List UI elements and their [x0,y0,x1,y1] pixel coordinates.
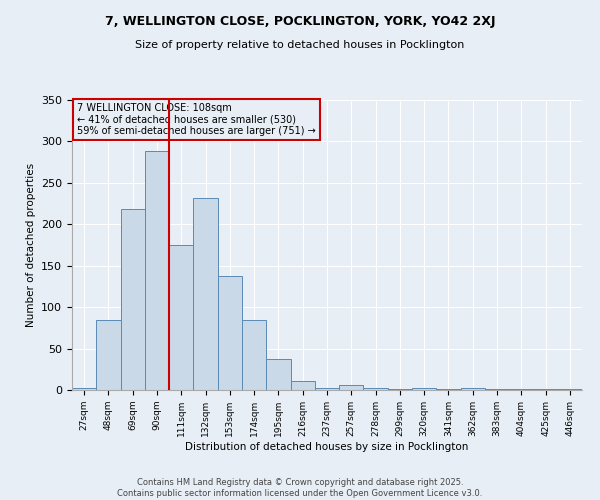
Bar [436,389,461,390]
Bar [485,389,509,390]
Bar [145,152,169,390]
Bar [315,388,339,390]
Bar [121,210,145,390]
Bar [388,389,412,390]
Text: Size of property relative to detached houses in Pocklington: Size of property relative to detached ho… [136,40,464,50]
Bar [509,389,533,390]
Bar [558,389,582,390]
Bar [242,320,266,390]
Bar [533,389,558,390]
X-axis label: Distribution of detached houses by size in Pocklington: Distribution of detached houses by size … [185,442,469,452]
Bar [461,388,485,390]
Text: 7 WELLINGTON CLOSE: 108sqm
← 41% of detached houses are smaller (530)
59% of sem: 7 WELLINGTON CLOSE: 108sqm ← 41% of deta… [77,103,316,136]
Bar [218,276,242,390]
Text: Contains HM Land Registry data © Crown copyright and database right 2025.
Contai: Contains HM Land Registry data © Crown c… [118,478,482,498]
Bar [290,381,315,390]
Text: 7, WELLINGTON CLOSE, POCKLINGTON, YORK, YO42 2XJ: 7, WELLINGTON CLOSE, POCKLINGTON, YORK, … [105,15,495,28]
Bar [412,388,436,390]
Bar [169,245,193,390]
Bar [364,388,388,390]
Bar [266,358,290,390]
Bar [193,198,218,390]
Bar [72,388,96,390]
Y-axis label: Number of detached properties: Number of detached properties [26,163,35,327]
Bar [339,385,364,390]
Bar [96,320,121,390]
